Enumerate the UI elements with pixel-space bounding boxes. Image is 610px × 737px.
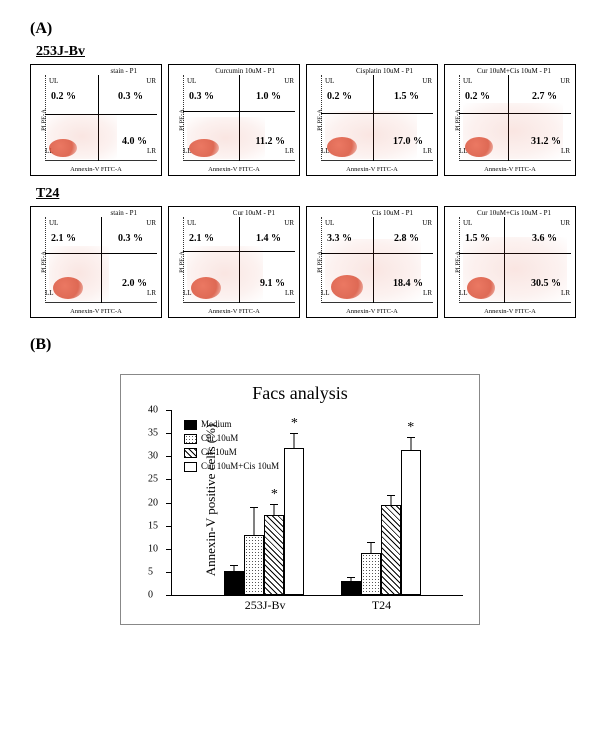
facs-plot: Cur 10uM+Cis 10uM - P1ULURLLLRPI PE-AAnn… (444, 64, 576, 176)
pct-ul: 2.1 % (189, 233, 214, 244)
legend-swatch (184, 448, 197, 458)
x-axis-label: Annexin-V FITC-A (70, 166, 122, 173)
bar-group: * (341, 450, 421, 595)
x-axis-label: Annexin-V FITC-A (208, 166, 260, 173)
plot-title: Cis 10uM - P1 (372, 209, 413, 217)
facs-plot: Cur 10uM - P1ULURLLLRPI PE-AAnnexin-V FI… (168, 206, 300, 318)
pct-ur: 1.4 % (256, 233, 281, 244)
bar: * (401, 450, 421, 595)
cell-line-253jbv: 253J-Bv (36, 44, 580, 60)
x-axis-label: Annexin-V FITC-A (70, 308, 122, 315)
x-group-label: 253J-Bv (245, 598, 286, 613)
panel-a-label: (A) (30, 20, 580, 38)
bar-group: ** (224, 448, 304, 595)
x-axis-label: Annexin-V FITC-A (484, 308, 536, 315)
chart-title: Facs analysis (129, 383, 471, 404)
plot-title: Cisplatin 10uM - P1 (356, 67, 413, 75)
y-tick-label: 30 (148, 451, 158, 462)
legend-item: Cur 10uM (184, 432, 279, 445)
y-tick-label: 15 (148, 520, 158, 531)
y-tick-label: 5 (148, 566, 153, 577)
pct-lr: 11.2 % (256, 136, 285, 147)
pct-lr: 17.0 % (393, 136, 423, 147)
bar (381, 505, 401, 595)
x-axis-label: Annexin-V FITC-A (484, 166, 536, 173)
facs-plot: Curcumin 10uM - P1ULURLLLRPI PE-AAnnexin… (168, 64, 300, 176)
plot-title: Cur 10uM+Cis 10uM - P1 (477, 67, 551, 75)
pct-lr: 18.4 % (393, 278, 423, 289)
pct-lr: 30.5 % (531, 278, 561, 289)
significance-star: * (407, 420, 414, 436)
legend-swatch (184, 462, 197, 472)
pct-ur: 3.6 % (532, 233, 557, 244)
bar: * (264, 515, 284, 595)
x-axis-label: Annexin-V FITC-A (346, 308, 398, 315)
plot-title: stain - P1 (111, 67, 137, 75)
chart-area: MediumCur 10uMCis 10uMCur 10uM+Cis 10uM … (171, 410, 463, 596)
significance-star: * (271, 487, 278, 503)
legend-label: Medium (201, 418, 232, 431)
pct-ul: 0.2 % (465, 91, 490, 102)
y-tick-label: 10 (148, 543, 158, 554)
pct-ur: 2.7 % (532, 91, 557, 102)
bar-chart-container: Facs analysis Annexin-V positive cells (… (120, 374, 480, 625)
pct-ur: 0.3 % (118, 233, 143, 244)
panel-b-label: (B) (30, 336, 580, 354)
pct-ur: 0.3 % (118, 91, 143, 102)
facs-plot: Cur 10uM+Cis 10uM - P1ULURLLLRPI PE-AAnn… (444, 206, 576, 318)
pct-lr: 2.0 % (122, 278, 147, 289)
y-tick-label: 0 (148, 590, 153, 601)
cell-line-t24: T24 (36, 186, 580, 202)
legend-item: Medium (184, 418, 279, 431)
pct-lr: 9.1 % (260, 278, 285, 289)
x-group-label: T24 (372, 598, 391, 613)
bar (361, 553, 381, 595)
facs-plot: Cis 10uM - P1ULURLLLRPI PE-AAnnexin-V FI… (306, 206, 438, 318)
legend-swatch (184, 434, 197, 444)
pct-lr: 4.0 % (122, 136, 147, 147)
pct-ur: 1.0 % (256, 91, 281, 102)
legend-swatch (184, 420, 197, 430)
facs-plot: stain - P1ULURLLLRPI PE-AAnnexin-V FITC-… (30, 206, 162, 318)
x-axis-label: Annexin-V FITC-A (208, 308, 260, 315)
pct-ul: 2.1 % (51, 233, 76, 244)
y-tick-label: 40 (148, 405, 158, 416)
bar (341, 581, 361, 595)
bar (244, 535, 264, 595)
facs-plot: stain - P1ULURLLLRPI PE-AAnnexin-V FITC-… (30, 64, 162, 176)
legend-label: Cur 10uM (201, 432, 238, 445)
x-axis-label: Annexin-V FITC-A (346, 166, 398, 173)
bar: * (284, 448, 304, 595)
facs-row-253jbv: stain - P1ULURLLLRPI PE-AAnnexin-V FITC-… (30, 64, 580, 176)
plot-title: Cur 10uM+Cis 10uM - P1 (477, 209, 551, 217)
pct-ul: 3.3 % (327, 233, 352, 244)
bar (224, 571, 244, 595)
pct-ur: 1.5 % (394, 91, 419, 102)
pct-ul: 1.5 % (465, 233, 490, 244)
plot-title: stain - P1 (111, 209, 137, 217)
facs-row-t24: stain - P1ULURLLLRPI PE-AAnnexin-V FITC-… (30, 206, 580, 318)
plot-title: Cur 10uM - P1 (233, 209, 275, 217)
y-tick-label: 20 (148, 497, 158, 508)
facs-plot: Cisplatin 10uM - P1ULURLLLRPI PE-AAnnexi… (306, 64, 438, 176)
y-tick-label: 25 (148, 474, 158, 485)
significance-star: * (291, 416, 298, 432)
pct-ul: 0.3 % (189, 91, 214, 102)
pct-ul: 0.2 % (327, 91, 352, 102)
pct-ur: 2.8 % (394, 233, 419, 244)
plot-title: Curcumin 10uM - P1 (215, 67, 275, 75)
y-tick-label: 35 (148, 428, 158, 439)
pct-ul: 0.2 % (51, 91, 76, 102)
pct-lr: 31.2 % (531, 136, 561, 147)
